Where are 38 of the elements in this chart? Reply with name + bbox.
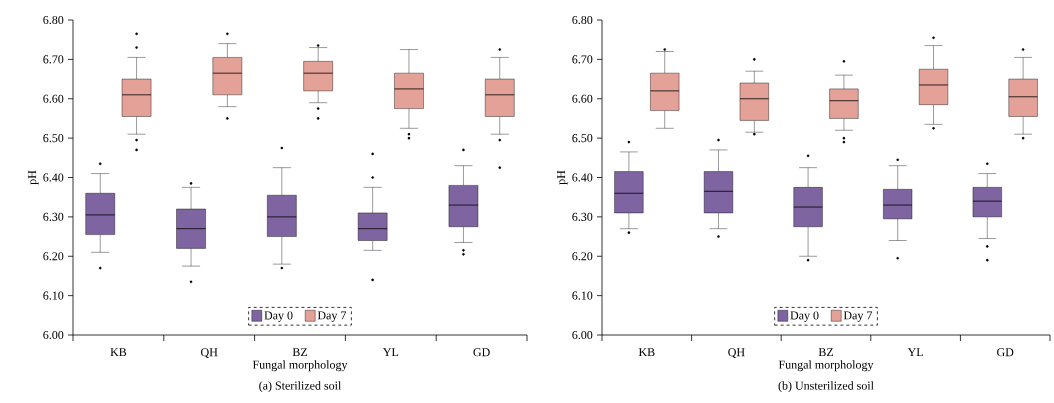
x-tick-label: GD	[997, 348, 1014, 357]
y-axis-title: pH	[557, 170, 568, 185]
x-axis-title: Fungal morphology	[252, 360, 348, 372]
y-tick-label: 6.10	[43, 291, 64, 300]
y-tick-label: 6.50	[572, 134, 593, 143]
legend-label: Day 0	[264, 311, 293, 322]
y-tick-label: 6.00	[572, 330, 593, 340]
legend-label: Day 7	[843, 311, 873, 322]
text: (b) Unsterilized soil	[778, 381, 874, 393]
x-tick-label: YL	[382, 348, 399, 357]
legend-label: Day 7	[317, 311, 347, 322]
text: (a) Sterilized soil	[259, 381, 342, 393]
x-tick-label: QH	[728, 348, 745, 359]
x-tick-label: KB	[110, 348, 127, 357]
legend-label: Day 0	[790, 311, 819, 322]
y-axis-title: pH	[28, 170, 39, 185]
y-tick-label: 6.30	[43, 212, 64, 221]
y-tick-label: 6.60	[43, 94, 64, 103]
y-tick-label: 6.20	[572, 252, 593, 261]
x-axis-title: Fungal morphology	[778, 360, 874, 372]
x-tick-label: QH	[201, 348, 218, 359]
x-tick-label: YL	[907, 348, 923, 357]
y-tick-label: 6.40	[43, 173, 64, 182]
y-tick-label: 6.70	[572, 55, 593, 64]
y-tick-label: 6.00	[43, 330, 64, 340]
y-tick-label: 6.30	[572, 212, 593, 221]
x-tick-label: GD	[473, 348, 490, 357]
x-tick-label: BZ	[818, 348, 834, 357]
x-tick-label: KB	[638, 348, 655, 357]
y-tick-label: 6.60	[572, 94, 593, 103]
y-tick-label: 6.10	[572, 291, 593, 300]
y-tick-label: 6.20	[43, 252, 64, 261]
y-tick-label: 6.80	[572, 15, 593, 25]
x-tick-label: BZ	[292, 348, 308, 357]
y-tick-label: 6.50	[43, 134, 64, 143]
y-tick-label: 6.70	[43, 55, 64, 64]
y-tick-label: 6.40	[572, 173, 593, 182]
y-tick-label: 6.80	[43, 15, 64, 25]
